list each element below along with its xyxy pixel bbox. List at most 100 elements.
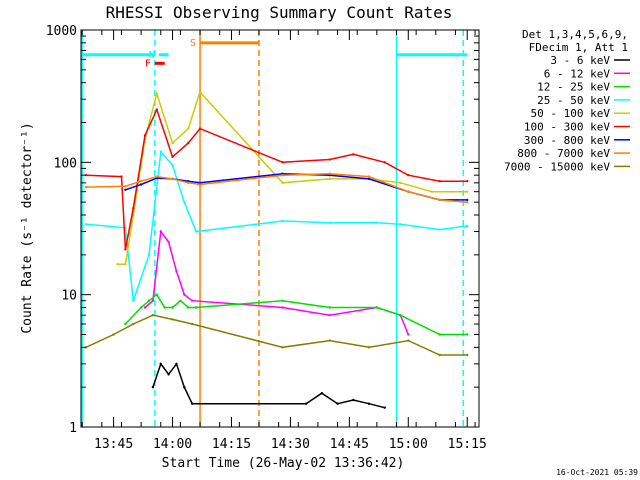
- series-5-point-14: [466, 190, 469, 193]
- series-1-point-3: [167, 373, 170, 376]
- series-3-point-9: [194, 306, 198, 309]
- series-1-point-1: [151, 385, 155, 389]
- series-5-point-13: [430, 190, 434, 193]
- series-6-point-12: [352, 153, 355, 156]
- y-tick-label-100: 100: [54, 156, 77, 171]
- series-9-point-9: [367, 346, 371, 349]
- legend-label-1: 3 - 6 keV: [550, 54, 610, 67]
- legend-label-5: 50 - 100 keV: [531, 107, 611, 120]
- legend-label-4: 25 - 50 keV: [537, 94, 610, 107]
- series-9-point-1: [84, 346, 88, 349]
- series-8-point-4: [155, 175, 159, 178]
- legend-label-2: 6 - 12 keV: [544, 67, 611, 80]
- series-8-point-7: [198, 183, 202, 186]
- series-7-point-12: [466, 198, 469, 202]
- x-axis-label: Start Time (26-May-02 13:36:42): [162, 456, 405, 471]
- series-2-point-12: [407, 333, 410, 336]
- series-3-point-8: [187, 306, 190, 309]
- series-6-point-7: [171, 155, 174, 159]
- series-layer: [84, 90, 469, 409]
- y-tick-label-1000: 1000: [46, 24, 77, 39]
- series-6-point-10: [281, 161, 284, 164]
- series-line-6: [86, 107, 468, 250]
- legend-label-6: 100 - 300 keV: [524, 121, 610, 134]
- series-8-point-2: [124, 185, 127, 188]
- series-7-point-1: [124, 188, 127, 192]
- series-8-point-6: [187, 181, 190, 185]
- series-6-point-16: [466, 180, 469, 183]
- series-5-point-2: [124, 262, 127, 266]
- series-5-point-12: [399, 181, 402, 185]
- series-3-point-7: [179, 299, 182, 302]
- series-line-1: [152, 362, 385, 409]
- series-9-point-2: [112, 333, 115, 336]
- series-6-point-15: [438, 180, 441, 183]
- series-1-point-4: [175, 362, 178, 366]
- series-2-point-2: [151, 299, 155, 302]
- series-4-point-13: [438, 228, 441, 231]
- x-tick-label-1345: 13:45: [94, 437, 133, 452]
- series-2-point-8: [281, 306, 284, 309]
- legend-label-3: 12 - 25 keV: [537, 81, 610, 94]
- series-4-point-8: [194, 230, 198, 233]
- series-6-point-1: [84, 173, 88, 177]
- series-8-point-1: [84, 185, 88, 189]
- chart-title: RHESSI Observing Summary Count Rates: [106, 3, 453, 22]
- interval-label-n: N: [149, 50, 155, 61]
- y-tick-label-10: 10: [61, 289, 77, 304]
- y-axis: 1 10 100 1000: [46, 24, 479, 436]
- series-4-point-9: [281, 219, 284, 223]
- series-2-point-3: [159, 230, 162, 233]
- series-line-2: [144, 229, 409, 335]
- series-5-point-1: [116, 262, 119, 266]
- series-4-point-1: [84, 223, 88, 226]
- series-5-point-10: [328, 177, 331, 181]
- series-8-point-11: [407, 190, 410, 193]
- interval-label-f: F: [145, 58, 151, 69]
- series-6-point-3: [124, 248, 127, 251]
- series-7-point-2: [139, 183, 143, 186]
- series-9-point-12: [466, 353, 469, 357]
- series-1-point-5: [183, 385, 186, 389]
- footer-timestamp: 16-Oct-2021 05:39: [556, 468, 638, 477]
- legend-label-7: 300 - 800 keV: [524, 134, 610, 147]
- series-6-point-5: [143, 134, 147, 137]
- series-2-point-1: [143, 306, 147, 309]
- series-4-point-7: [183, 200, 186, 204]
- series-1-point-11: [367, 402, 371, 405]
- series-3-point-5: [163, 306, 166, 309]
- series-4-point-12: [399, 223, 402, 226]
- observing-intervals: NF S: [82, 38, 468, 69]
- series-1-point-10: [352, 398, 355, 402]
- series-6-point-11: [328, 158, 331, 161]
- series-3-point-4: [155, 293, 159, 296]
- series-6-point-14: [407, 173, 410, 177]
- series-line-5: [117, 90, 468, 265]
- x-axis: 13:45 14:00 14:15 14:30 14:45 15:00 15:15: [81, 30, 487, 452]
- interval-label-s: S: [190, 38, 196, 49]
- series-6-point-4: [132, 207, 135, 210]
- series-1-point-7: [304, 402, 308, 405]
- series-1-point-8: [320, 392, 324, 395]
- series-5-point-6: [171, 141, 174, 145]
- legend-header-line-2: FDecim 1, Att 1: [529, 41, 628, 54]
- series-2-point-9: [328, 313, 331, 317]
- series-8-point-12: [438, 198, 441, 202]
- time-markers: [81, 30, 465, 427]
- series-9-point-8: [328, 339, 331, 342]
- series-9-point-5: [171, 318, 174, 321]
- series-3-point-2: [139, 306, 143, 309]
- series-9-point-6: [190, 322, 194, 326]
- series-4-point-14: [466, 224, 469, 228]
- series-9-point-11: [438, 353, 441, 357]
- series-line-9: [85, 314, 468, 356]
- y-tick-label-1: 1: [69, 421, 77, 436]
- series-6-point-8: [187, 141, 190, 145]
- series-3-point-15: [466, 333, 469, 336]
- series-1-point-9: [336, 402, 339, 405]
- series-5-point-9: [281, 181, 284, 185]
- series-5-point-8: [198, 90, 202, 94]
- series-line-4: [86, 150, 468, 301]
- x-tick-label-1500: 15:00: [389, 437, 428, 452]
